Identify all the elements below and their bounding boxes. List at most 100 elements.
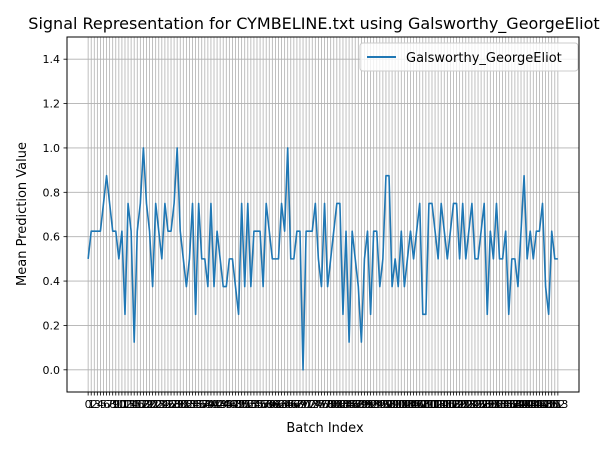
x-tick-label: 75 bbox=[311, 398, 325, 411]
x-tick-label: 134 bbox=[489, 398, 510, 411]
x-tick-label: 12 bbox=[118, 398, 132, 411]
x-tick-label: 20 bbox=[143, 398, 157, 411]
x-tick-label: 133 bbox=[486, 398, 507, 411]
x-tick-label: 72 bbox=[302, 398, 316, 411]
x-tick-label: 98 bbox=[382, 398, 396, 411]
x-tick-label: 143 bbox=[517, 398, 538, 411]
x-tick-label: 92 bbox=[364, 398, 378, 411]
x-tick-label: 55 bbox=[250, 398, 264, 411]
x-tick-label: 19 bbox=[139, 398, 153, 411]
x-tick-label: 85 bbox=[342, 398, 356, 411]
x-gridlines bbox=[87, 37, 559, 392]
series-layer bbox=[87, 147, 558, 371]
x-tick-label: 41 bbox=[207, 398, 221, 411]
x-tick-label: 80 bbox=[327, 398, 341, 411]
x-tick-label: 48 bbox=[229, 398, 243, 411]
x-tick-label: 113 bbox=[425, 398, 446, 411]
x-tick-label: 3 bbox=[94, 398, 101, 411]
x-tick-label: 43 bbox=[213, 398, 227, 411]
x-tick-label: 58 bbox=[259, 398, 273, 411]
x-tick-label: 30 bbox=[173, 398, 187, 411]
x-tick-label: 28 bbox=[167, 398, 181, 411]
x-tick-label: 24 bbox=[155, 398, 169, 411]
x-tick-label: 0 bbox=[85, 398, 92, 411]
x-tick-label: 151 bbox=[541, 398, 562, 411]
x-tick-label: 119 bbox=[443, 398, 464, 411]
x-tick-label: 62 bbox=[271, 398, 285, 411]
x-tick-label: 115 bbox=[431, 398, 452, 411]
x-axis-ticks: 0123456789101112131415161718192021222324… bbox=[85, 392, 568, 411]
x-tick-label: 90 bbox=[357, 398, 371, 411]
x-tick-label: 82 bbox=[333, 398, 347, 411]
x-tick-label: 122 bbox=[452, 398, 473, 411]
y-tick-label: 1.0 bbox=[43, 142, 61, 155]
x-tick-label: 44 bbox=[216, 398, 230, 411]
y-gridlines bbox=[67, 58, 579, 371]
x-tick-label: 7 bbox=[106, 398, 113, 411]
y-tick-label: 0.4 bbox=[43, 275, 61, 288]
x-tick-label: 136 bbox=[495, 398, 516, 411]
y-axis-ticks: 0.0 0.2 0.4 0.6 0.8 1.0 1.2 1.4 bbox=[43, 53, 67, 377]
x-tick-label: 17 bbox=[133, 398, 147, 411]
x-tick-label: 140 bbox=[507, 398, 528, 411]
x-tick-label: 84 bbox=[339, 398, 353, 411]
x-tick-label: 118 bbox=[440, 398, 461, 411]
x-tick-label: 128 bbox=[471, 398, 492, 411]
x-tick-label: 14 bbox=[124, 398, 138, 411]
x-tick-label: 56 bbox=[253, 398, 267, 411]
x-tick-label: 47 bbox=[225, 398, 239, 411]
x-tick-label: 148 bbox=[532, 398, 553, 411]
x-tick-label: 107 bbox=[406, 398, 427, 411]
x-tick-label: 101 bbox=[388, 398, 409, 411]
x-tick-label: 83 bbox=[336, 398, 350, 411]
x-tick-label: 96 bbox=[376, 398, 390, 411]
x-tick-label: 29 bbox=[170, 398, 184, 411]
x-tick-label: 67 bbox=[287, 398, 301, 411]
x-tick-label: 146 bbox=[526, 398, 547, 411]
x-tick-label: 79 bbox=[324, 398, 338, 411]
x-tick-label: 152 bbox=[544, 398, 565, 411]
x-tick-label: 22 bbox=[149, 398, 163, 411]
x-tick-label: 88 bbox=[351, 398, 365, 411]
x-tick-label: 57 bbox=[256, 398, 270, 411]
x-tick-label: 50 bbox=[235, 398, 249, 411]
x-tick-label: 77 bbox=[318, 398, 332, 411]
x-tick-label: 95 bbox=[373, 398, 387, 411]
x-axis-label: Batch Index bbox=[286, 421, 364, 436]
y-tick-label: 0.2 bbox=[43, 319, 61, 332]
y-tick-label: 0.8 bbox=[43, 186, 61, 199]
x-tick-label: 105 bbox=[400, 398, 421, 411]
x-tick-label: 116 bbox=[434, 398, 455, 411]
x-tick-label: 70 bbox=[296, 398, 310, 411]
x-tick-label: 73 bbox=[305, 398, 319, 411]
x-tick-label: 10 bbox=[112, 398, 126, 411]
x-tick-label: 52 bbox=[241, 398, 255, 411]
x-tick-label: 145 bbox=[523, 398, 544, 411]
x-tick-label: 87 bbox=[348, 398, 362, 411]
x-tick-label: 139 bbox=[504, 398, 525, 411]
x-tick-label: 35 bbox=[189, 398, 203, 411]
x-tick-label: 86 bbox=[345, 398, 359, 411]
x-tick-label: 112 bbox=[421, 398, 442, 411]
x-tick-label: 103 bbox=[394, 398, 415, 411]
x-tick-label: 99 bbox=[385, 398, 399, 411]
x-tick-label: 8 bbox=[109, 398, 116, 411]
x-tick-label: 69 bbox=[293, 398, 307, 411]
x-tick-label: 46 bbox=[222, 398, 236, 411]
x-tick-label: 78 bbox=[321, 398, 335, 411]
x-tick-label: 127 bbox=[468, 398, 489, 411]
x-tick-label: 45 bbox=[219, 398, 233, 411]
x-tick-label: 114 bbox=[428, 398, 449, 411]
x-tick-label: 108 bbox=[409, 398, 430, 411]
x-tick-label: 74 bbox=[308, 398, 322, 411]
x-tick-label: 15 bbox=[127, 398, 141, 411]
x-tick-label: 102 bbox=[391, 398, 412, 411]
x-tick-label: 126 bbox=[464, 398, 485, 411]
x-tick-label: 51 bbox=[238, 398, 252, 411]
x-tick-label: 9 bbox=[112, 398, 119, 411]
x-tick-label: 37 bbox=[195, 398, 209, 411]
x-tick-label: 54 bbox=[247, 398, 261, 411]
x-tick-label: 144 bbox=[520, 398, 541, 411]
x-tick-label: 6 bbox=[103, 398, 110, 411]
y-tick-label: 1.4 bbox=[43, 53, 61, 66]
